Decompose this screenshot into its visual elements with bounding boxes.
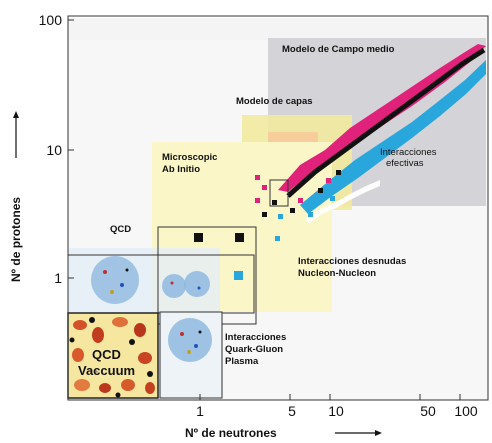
- proton-rich-band: [278, 44, 486, 192]
- y-axis: 100 10 1: [39, 12, 74, 286]
- x-axis-arrow: [335, 430, 382, 436]
- bare-interactions-label-1: Interacciones desnudas: [298, 256, 406, 267]
- effective-label-1: Interacciones: [380, 147, 437, 158]
- nucleon-image-pair: [162, 271, 210, 298]
- stability-valley: [286, 47, 486, 198]
- x-tick-50: 50: [420, 403, 436, 419]
- vacuum-label-1: QCD: [92, 347, 121, 362]
- effective-label-2: efectivas: [386, 158, 424, 169]
- quark-gluon-label-3: Plasma: [225, 356, 259, 367]
- x-tick-5: 5: [288, 403, 296, 419]
- nucleon-image-large: [91, 256, 139, 304]
- quark-gluon-label-2: Quark-Gluon: [225, 344, 283, 355]
- x-tick-1: 1: [196, 403, 204, 419]
- y-tick-1: 1: [54, 270, 62, 286]
- qcd-vacuum-image: [67, 312, 159, 399]
- quark-gluon-label-1: Interacciones: [225, 332, 286, 343]
- shell-model-label: Modelo de capas: [236, 96, 313, 107]
- x-axis: 1 5 10 50 100: [196, 394, 478, 419]
- mean-field-label: Modelo de Campo medio: [282, 44, 395, 55]
- ab-initio-label-2: Ab Initio: [162, 164, 200, 175]
- bare-interactions-label-2: Nucleon-Nucleon: [298, 268, 376, 279]
- white-steps: [306, 180, 380, 224]
- light-nuclei: [194, 170, 341, 280]
- y-axis-title: Nº de protones: [9, 197, 23, 282]
- neutron-rich-band: [300, 60, 486, 214]
- x-axis-title: Nº de neutrones: [185, 426, 277, 440]
- x-tick-100: 100: [454, 403, 478, 419]
- y-tick-100: 100: [39, 12, 63, 28]
- y-tick-10: 10: [46, 142, 62, 158]
- nuclide-band: [278, 44, 486, 224]
- quark-gluon-image: [168, 318, 212, 362]
- qcd-label: QCD: [110, 224, 131, 235]
- y-axis-arrow: [13, 111, 19, 158]
- vacuum-label-2: Vaccuum: [78, 363, 135, 378]
- x-tick-10: 10: [328, 403, 344, 419]
- ab-initio-label-1: Microscopic: [162, 152, 217, 163]
- plot-frame: [67, 15, 489, 401]
